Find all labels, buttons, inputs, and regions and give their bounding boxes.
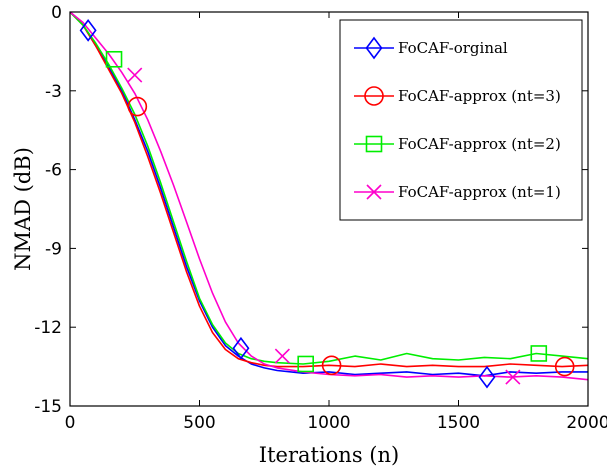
series-3-marker	[105, 50, 123, 68]
y-tick-label: -15	[34, 397, 62, 417]
y-axis-title: NMAD (dB)	[11, 147, 35, 271]
legend-marker-1	[365, 36, 383, 60]
x-axis-title: Iterations (n)	[259, 443, 399, 467]
y-tick-label: -12	[34, 318, 62, 338]
legend-label-3: FoCAF-approx (nt=2)	[398, 135, 561, 153]
series-4-marker	[127, 67, 143, 83]
series-1-marker	[79, 19, 97, 42]
series-3-marker	[530, 345, 548, 362]
series-2-marker	[321, 355, 342, 376]
series-1-marker	[232, 336, 250, 360]
x-tick-label: 1500	[437, 413, 480, 433]
legend-label-2: FoCAF-approx (nt=3)	[398, 87, 561, 105]
legend: FoCAF-orginal FoCAF-approx (nt=3) FoCAF-ap…	[339, 19, 583, 221]
series-line-3	[69, 11, 589, 365]
x-tick-label: 0	[65, 413, 76, 433]
x-tick-label: 2000	[566, 413, 607, 433]
y-tick-label: 0	[51, 3, 62, 23]
series-4-marker	[505, 369, 521, 385]
legend-entries: FoCAF-orginal FoCAF-approx (nt=3) FoCAF-ap…	[354, 36, 561, 201]
series-4-marker	[274, 348, 290, 364]
x-tick-label: 1000	[307, 413, 350, 433]
legend-marker-2	[364, 86, 384, 106]
x-tick-label: 500	[183, 413, 215, 433]
series-line-4	[69, 11, 589, 381]
series-line-1	[69, 11, 588, 377]
ticks-layer: 0 500 1000 1500 2000 0 -3 -6 -9 -12 -15	[34, 3, 607, 433]
y-tick-label: -6	[45, 161, 62, 181]
series-2-marker	[554, 356, 575, 377]
legend-label-1: FoCAF-orginal	[398, 39, 508, 57]
legend-marker-4	[366, 184, 382, 200]
series-2-marker	[127, 96, 148, 117]
series-1-marker	[478, 365, 496, 389]
y-tick-label: -9	[45, 239, 62, 259]
legend-label-4: FoCAF-approx (nt=1)	[398, 183, 561, 201]
legend-marker-3	[365, 135, 383, 153]
markers-layer	[79, 19, 575, 389]
series-3-marker	[297, 355, 314, 373]
y-tick-label: -3	[45, 82, 62, 102]
